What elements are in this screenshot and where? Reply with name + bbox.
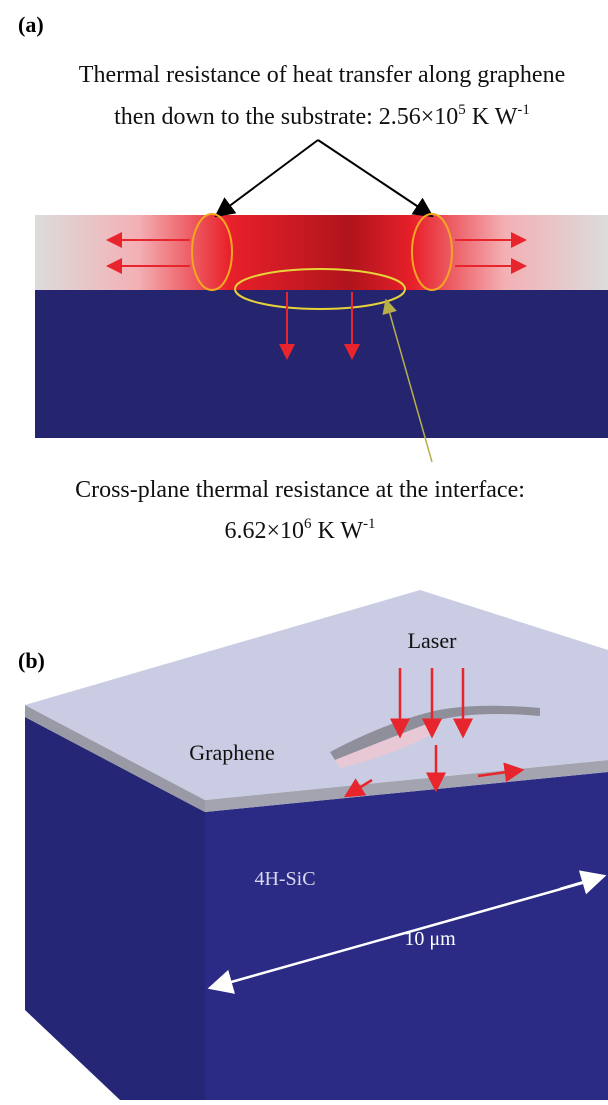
unit: K W	[472, 104, 518, 130]
schematic-a	[35, 140, 608, 462]
exponent: 6	[304, 516, 312, 532]
panel-label: (b)	[18, 648, 45, 673]
laser-label: Laser	[408, 628, 458, 653]
caption-line: Cross-plane thermal resistance at the in…	[75, 477, 525, 503]
exponent: 5	[458, 102, 466, 118]
caption-line: 6.62×106 K W-1	[224, 516, 375, 544]
caption-line: Thermal resistance of heat transfer alon…	[79, 62, 565, 88]
unit: K W	[317, 518, 363, 544]
graphene-label: Graphene	[189, 740, 275, 765]
scale-label: 10 μm	[404, 928, 456, 950]
caption-text: 6.62×10	[224, 518, 304, 544]
substrate-label: 4H-SiC	[254, 868, 315, 890]
panel-label: (a)	[18, 12, 44, 37]
caption-text: then down to the substrate: 2.56×10	[114, 104, 458, 130]
schematic-b	[25, 590, 608, 1100]
exponent: -1	[517, 102, 530, 118]
figure: (a) Thermal resistance of heat transfer …	[0, 0, 608, 1100]
exponent: -1	[363, 516, 376, 532]
caption-line: then down to the substrate: 2.56×105 K W-…	[114, 102, 530, 130]
